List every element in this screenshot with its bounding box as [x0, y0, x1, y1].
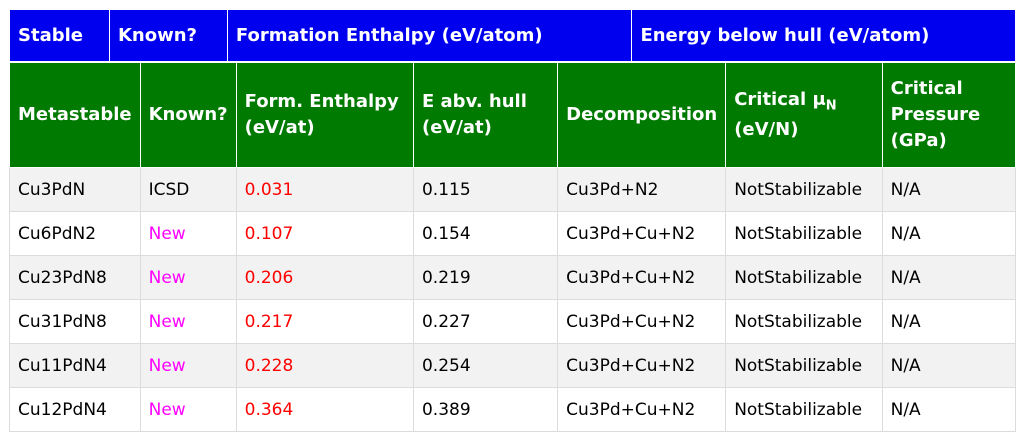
- header-metastable: Metastable: [9, 62, 141, 168]
- cell-known: New: [139, 387, 237, 432]
- metastable-table: Metastable Known? Form. Enthalpy (eV/at)…: [9, 62, 1017, 432]
- cell-decomposition: Cu3Pd+Cu+N2: [557, 255, 727, 300]
- cell-critical-mu: NotStabilizable: [725, 167, 883, 212]
- cell-critical-pressure: N/A: [881, 255, 1017, 300]
- stable-header-row: Stable Known? Formation Enthalpy (eV/ato…: [9, 9, 1016, 62]
- table-row: Cu6PdN2 New 0.107 0.154 Cu3Pd+Cu+N2 NotS…: [9, 211, 1017, 256]
- stable-header-known: Known?: [108, 9, 228, 62]
- header-critical-mu-label: Critical μ: [734, 89, 826, 111]
- cell-known: ICSD: [139, 167, 237, 212]
- cell-critical-mu: NotStabilizable: [725, 299, 883, 344]
- cell-formula: Cu6PdN2: [9, 211, 141, 256]
- header-critical-mu-unit: (eV/N): [734, 118, 799, 140]
- cell-critical-pressure: N/A: [881, 299, 1017, 344]
- cell-hull: 0.115: [412, 167, 559, 212]
- table-row: Cu23PdN8 New 0.206 0.219 Cu3Pd+Cu+N2 Not…: [9, 255, 1017, 300]
- cell-enthalpy: 0.217: [235, 299, 414, 344]
- cell-critical-mu: NotStabilizable: [725, 343, 883, 388]
- stable-header-formation-enthalpy: Formation Enthalpy (eV/atom): [226, 9, 633, 62]
- cell-enthalpy: 0.364: [235, 387, 414, 432]
- header-critical-mu: Critical μN (eV/N): [725, 62, 883, 168]
- cell-hull: 0.154: [412, 211, 559, 256]
- header-critical-pressure-line1: Critical: [890, 77, 963, 99]
- header-known: Known?: [139, 62, 237, 168]
- cell-known: New: [139, 343, 237, 388]
- header-form-enthalpy-line1: Form. Enthalpy: [244, 90, 399, 112]
- header-critical-pressure-line3: (GPa): [890, 130, 947, 152]
- table-row: Cu12PdN4 New 0.364 0.389 Cu3Pd+Cu+N2 Not…: [9, 387, 1017, 432]
- cell-enthalpy: 0.031: [235, 167, 414, 212]
- cell-known: New: [139, 255, 237, 300]
- table-row: Cu11PdN4 New 0.228 0.254 Cu3Pd+Cu+N2 Not…: [9, 343, 1017, 388]
- cell-critical-pressure: N/A: [881, 167, 1017, 212]
- cell-critical-mu: NotStabilizable: [725, 255, 883, 300]
- header-critical-pressure-line2: Pressure: [890, 103, 981, 125]
- table-row: Cu3PdN ICSD 0.031 0.115 Cu3Pd+N2 NotStab…: [9, 167, 1017, 212]
- cell-critical-pressure: N/A: [881, 343, 1017, 388]
- cell-formula: Cu31PdN8: [9, 299, 141, 344]
- cell-enthalpy: 0.107: [235, 211, 414, 256]
- cell-critical-pressure: N/A: [881, 387, 1017, 432]
- stable-table: Stable Known? Formation Enthalpy (eV/ato…: [9, 9, 1016, 62]
- cell-decomposition: Cu3Pd+Cu+N2: [557, 211, 727, 256]
- cell-known: New: [139, 299, 237, 344]
- cell-formula: Cu11PdN4: [9, 343, 141, 388]
- cell-hull: 0.227: [412, 299, 559, 344]
- cell-hull: 0.254: [412, 343, 559, 388]
- header-e-above-hull-line2: (eV/at): [421, 117, 492, 138]
- cell-hull: 0.219: [412, 255, 559, 300]
- cell-known: New: [139, 211, 237, 256]
- cell-formula: Cu3PdN: [9, 167, 141, 212]
- cell-critical-pressure: N/A: [881, 211, 1017, 256]
- cell-formula: Cu23PdN8: [9, 255, 141, 300]
- header-form-enthalpy: Form. Enthalpy (eV/at): [235, 62, 414, 168]
- header-e-above-hull: E abv. hull (eV/at): [412, 62, 559, 168]
- cell-enthalpy: 0.228: [235, 343, 414, 388]
- cell-decomposition: Cu3Pd+Cu+N2: [557, 387, 727, 432]
- header-form-enthalpy-line2: (eV/at): [244, 117, 315, 138]
- cell-critical-mu: NotStabilizable: [725, 387, 883, 432]
- header-decomposition: Decomposition: [557, 62, 727, 168]
- cell-decomposition: Cu3Pd+Cu+N2: [557, 343, 727, 388]
- cell-formula: Cu12PdN4: [9, 387, 141, 432]
- cell-decomposition: Cu3Pd+N2: [557, 167, 727, 212]
- cell-enthalpy: 0.206: [235, 255, 414, 300]
- stable-header-stable: Stable: [9, 9, 110, 62]
- cell-hull: 0.389: [412, 387, 559, 432]
- stable-header-energy-below-hull: Energy below hull (eV/atom): [631, 9, 1016, 62]
- header-critical-pressure: Critical Pressure (GPa): [881, 62, 1017, 168]
- header-critical-mu-subscript: N: [825, 98, 837, 114]
- cell-decomposition: Cu3Pd+Cu+N2: [557, 299, 727, 344]
- header-e-above-hull-line1: E abv. hull: [421, 90, 527, 112]
- table-row: Cu31PdN8 New 0.217 0.227 Cu3Pd+Cu+N2 Not…: [9, 299, 1017, 344]
- cell-critical-mu: NotStabilizable: [725, 211, 883, 256]
- metastable-header-row: Metastable Known? Form. Enthalpy (eV/at)…: [9, 62, 1017, 168]
